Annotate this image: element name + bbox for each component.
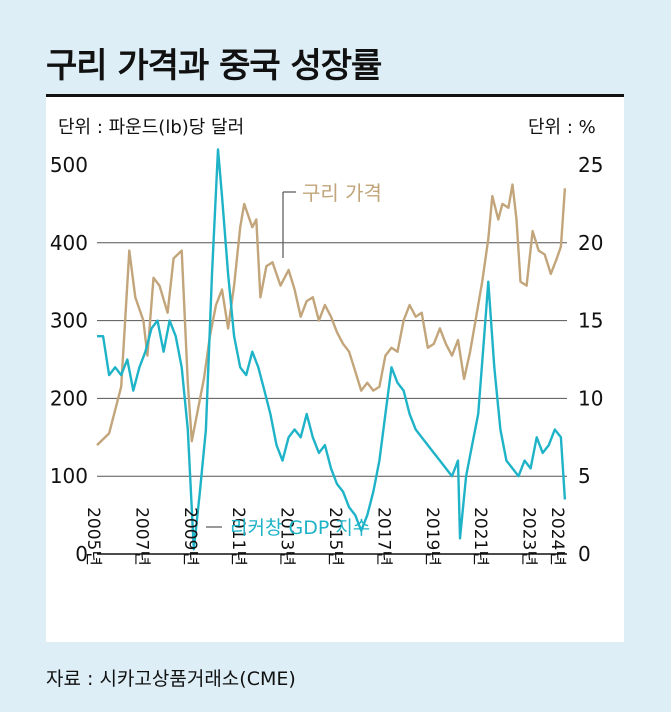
y-right-tick-label: 25 (578, 153, 603, 177)
gdp-index-line (97, 148, 567, 551)
x-tick-label: 2023년 (519, 507, 539, 566)
source-note: 자료 : 시카고상품거래소(CME) (46, 668, 296, 690)
y-right-tick-label: 0 (578, 542, 591, 566)
x-tick-label: 2007년 (131, 507, 151, 566)
x-tick-label: 2021년 (470, 507, 490, 566)
x-tick-label: 2017년 (373, 507, 393, 566)
left-axis-unit: 단위 : 파운드(lb)당 달러 (58, 117, 245, 138)
y-right-tick-label: 20 (578, 231, 603, 255)
y-left-tick-label: 100 (50, 464, 88, 488)
x-tick-label: 2013년 (277, 507, 297, 566)
y-right-tick-label: 15 (578, 309, 603, 333)
y-right-tick-label: 10 (578, 386, 603, 410)
x-tick-label: 2009년 (180, 507, 200, 566)
y-left-tick-label: 200 (50, 386, 88, 410)
y-left-tick-label: 300 (50, 309, 88, 333)
y-left-tick-label: 500 (50, 153, 88, 177)
right-axis-unit: 단위 : % (528, 117, 596, 138)
x-tick-label: 2005년 (83, 507, 103, 566)
gdp-series-label: 리커창 GDP 지수 (230, 517, 370, 539)
y-left-tick-label: 0 (75, 542, 88, 566)
title-rule (46, 94, 624, 97)
x-tick-label: 2011년 (228, 507, 248, 566)
copper-price-line (96, 183, 567, 446)
chart-panel (46, 97, 624, 642)
x-tick-label: 2024년 (547, 507, 567, 566)
x-tick-label: 2015년 (325, 507, 345, 566)
x-tick-label: 2019년 (422, 507, 442, 566)
copper-series-label: 구리 가격 (302, 181, 382, 205)
y-right-tick-label: 5 (578, 464, 591, 488)
y-left-tick-label: 400 (50, 231, 88, 255)
chart-title: 구리 가격과 중국 성장률 (46, 46, 382, 86)
